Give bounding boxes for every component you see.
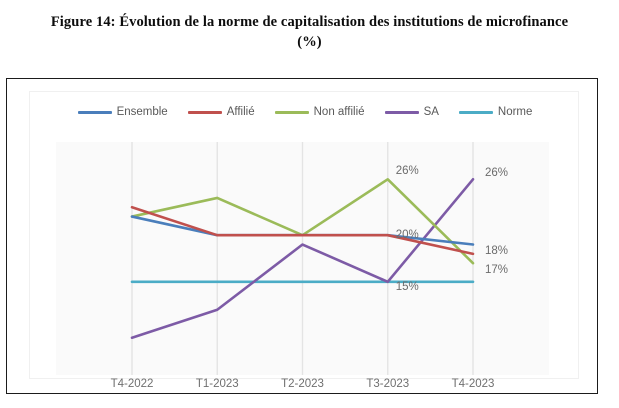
legend-item-norme[interactable]: Norme [458, 106, 533, 118]
data-point-label: 20% [395, 229, 419, 242]
legend-item-ensemble[interactable]: Ensemble [77, 106, 168, 118]
legend-line-icon [384, 110, 419, 114]
series-line-affilié[interactable] [130, 205, 475, 256]
x-axis: T4-2022 T1-2023 T2-2023 T3-2023 T4-2023 [56, 375, 549, 399]
data-point-label: 17% [485, 264, 509, 277]
series-line-sa[interactable] [130, 177, 475, 340]
chart-panel: Ensemble Affilié Non affilié SA Norme T4-202… [29, 91, 580, 390]
legend-line-icon [274, 110, 309, 114]
legend-item-label: Affilié [226, 106, 255, 118]
legend-line-icon [77, 110, 112, 114]
x-axis-tick-label: T3-2023 [366, 378, 410, 390]
data-point-label: 18% [485, 245, 509, 258]
legend-item-label: Non affilié [313, 106, 365, 118]
x-axis-tick-label: T2-2023 [281, 378, 324, 390]
plot-area [56, 142, 549, 375]
chart-frame: Ensemble Affilié Non affilié SA Norme T4-202… [6, 78, 598, 394]
legend-item-non-affilié[interactable]: Non affilié [274, 106, 365, 118]
data-point-label: 26% [395, 165, 419, 178]
legend-item-label: SA [423, 106, 439, 118]
legend-item-label: Ensemble [116, 106, 168, 118]
legend-item-sa[interactable]: SA [384, 106, 439, 118]
data-point-label: 26% [485, 167, 509, 180]
chart-legend: Ensemble Affilié Non affilié SA Norme [30, 106, 580, 118]
x-axis-tick-label: T4-2022 [110, 378, 154, 390]
legend-line-icon [458, 110, 493, 114]
legend-item-label: Norme [497, 106, 533, 118]
line-chart-svg [130, 142, 475, 375]
legend-line-icon [187, 110, 222, 114]
data-point-label: 15% [395, 280, 419, 293]
page-title: Figure 14: Évolution de la norme de capi… [50, 14, 569, 50]
x-axis-tick-label: T4-2023 [451, 378, 495, 390]
x-axis-tick-label: T1-2023 [195, 378, 239, 390]
legend-item-affilié[interactable]: Affilié [187, 106, 255, 118]
